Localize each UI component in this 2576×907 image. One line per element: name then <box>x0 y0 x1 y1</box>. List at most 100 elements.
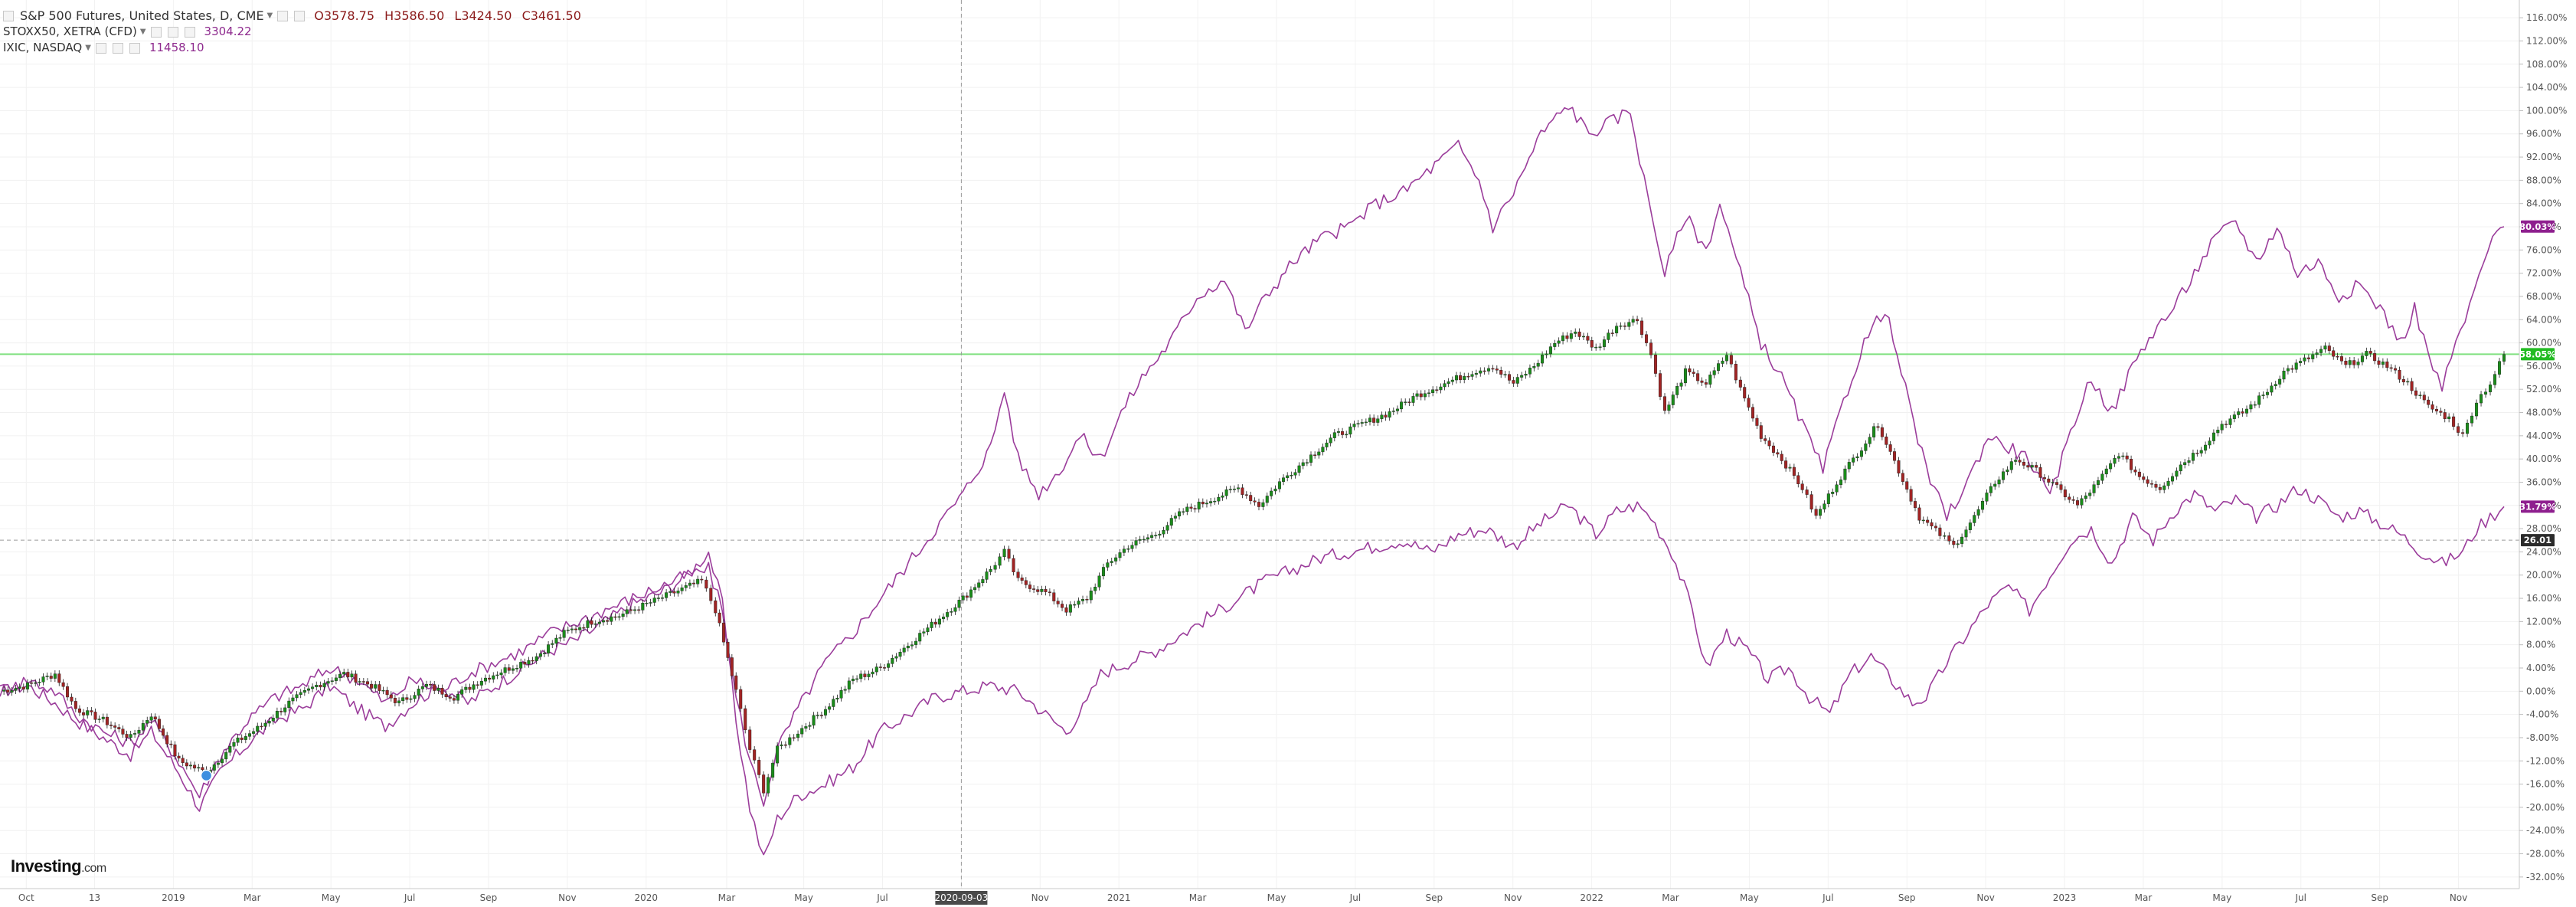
candle-body[interactable] <box>812 715 816 725</box>
candle-body[interactable] <box>2059 484 2063 490</box>
candle-body[interactable] <box>1158 533 1162 535</box>
candle-body[interactable] <box>863 673 867 677</box>
candle-body[interactable] <box>1372 417 1376 423</box>
candle-body[interactable] <box>2146 479 2149 484</box>
candle-body[interactable] <box>1947 535 1951 542</box>
candle-body[interactable] <box>1512 380 1515 384</box>
candle-body[interactable] <box>1594 346 1598 349</box>
settings-icon[interactable] <box>294 10 306 21</box>
candle-body[interactable] <box>221 758 224 764</box>
candle-body[interactable] <box>2498 361 2502 375</box>
candle-body[interactable] <box>1968 522 1972 530</box>
candle-body[interactable] <box>452 698 456 701</box>
candle-body[interactable] <box>260 725 263 728</box>
candle-body[interactable] <box>824 709 828 715</box>
candle-body[interactable] <box>906 646 910 649</box>
candle-body[interactable] <box>1110 561 1113 563</box>
candle-body[interactable] <box>1914 501 1917 509</box>
candle-body[interactable] <box>2030 465 2034 468</box>
candle-body[interactable] <box>2150 483 2154 485</box>
candle-body[interactable] <box>937 618 941 625</box>
candle-body[interactable] <box>2117 456 2120 459</box>
candle-body[interactable] <box>680 588 684 591</box>
candle-body[interactable] <box>2175 470 2179 477</box>
candle-body[interactable] <box>1561 335 1565 342</box>
candle-body[interactable] <box>181 758 185 763</box>
candle-body[interactable] <box>2166 480 2170 486</box>
candle-body[interactable] <box>1321 447 1325 453</box>
candle-body[interactable] <box>252 731 256 734</box>
candle-body[interactable] <box>1675 386 1679 395</box>
candle-body[interactable] <box>228 746 232 753</box>
candle-body[interactable] <box>828 706 832 710</box>
chevron-down-icon[interactable]: ▼ <box>266 11 273 20</box>
candle-body[interactable] <box>669 591 672 593</box>
candle-body[interactable] <box>1309 454 1313 463</box>
candle-body[interactable] <box>1016 571 1020 578</box>
candle-body[interactable] <box>1114 557 1118 562</box>
candle-body[interactable] <box>1439 386 1443 391</box>
candle-body[interactable] <box>346 672 350 678</box>
candle-body[interactable] <box>113 725 117 728</box>
candle-body[interactable] <box>910 644 914 647</box>
candle-body[interactable] <box>193 765 197 769</box>
candle-body[interactable] <box>1880 427 1884 437</box>
candle-body[interactable] <box>714 600 718 614</box>
candle-body[interactable] <box>263 722 267 727</box>
candle-body[interactable] <box>2311 354 2315 359</box>
candle-body[interactable] <box>1388 411 1391 417</box>
candle-body[interactable] <box>621 614 625 617</box>
close-icon[interactable] <box>129 42 140 54</box>
candle-body[interactable] <box>2323 345 2327 350</box>
candle-body[interactable] <box>1395 408 1399 411</box>
candle-body[interactable] <box>1645 334 1649 343</box>
candle-body[interactable] <box>1640 320 1644 335</box>
candle-body[interactable] <box>1659 373 1662 397</box>
candle-body[interactable] <box>185 762 188 767</box>
candle-body[interactable] <box>1909 489 1913 502</box>
candle-body[interactable] <box>6 689 10 693</box>
candle-body[interactable] <box>1348 426 1352 435</box>
candle-body[interactable] <box>1602 339 1606 347</box>
candle-body[interactable] <box>2162 485 2166 490</box>
candle-body[interactable] <box>295 694 299 699</box>
candle-body[interactable] <box>847 680 851 689</box>
candle-body[interactable] <box>977 582 981 588</box>
candle-body[interactable] <box>440 688 444 695</box>
candle-body[interactable] <box>578 627 582 630</box>
candle-body[interactable] <box>2278 378 2282 385</box>
candle-body[interactable] <box>420 686 424 689</box>
candle-body[interactable] <box>656 598 660 599</box>
candle-body[interactable] <box>930 621 933 628</box>
candle-body[interactable] <box>2080 498 2084 506</box>
candle-body[interactable] <box>212 764 216 771</box>
candle-body[interactable] <box>1528 368 1532 375</box>
candle-body[interactable] <box>1771 445 1775 453</box>
candle-body[interactable] <box>2368 351 2372 354</box>
candle-body[interactable] <box>1952 541 1956 545</box>
candle-body[interactable] <box>586 620 590 628</box>
candle-body[interactable] <box>2294 362 2298 370</box>
candle-body[interactable] <box>1577 331 1581 337</box>
candle-body[interactable] <box>839 690 843 699</box>
candle-body[interactable] <box>1631 319 1635 323</box>
candle-body[interactable] <box>1989 486 1992 493</box>
candle-body[interactable] <box>1380 414 1384 419</box>
candle-body[interactable] <box>2100 473 2104 481</box>
candle-body[interactable] <box>1491 368 1495 370</box>
candle-body[interactable] <box>562 630 566 638</box>
candle-body[interactable] <box>1056 601 1060 604</box>
candle-body[interactable] <box>507 667 511 671</box>
candle-body[interactable] <box>1270 490 1273 496</box>
candle-body[interactable] <box>1007 548 1011 559</box>
candle-body[interactable] <box>66 686 70 698</box>
candle-body[interactable] <box>287 700 291 709</box>
candle-body[interactable] <box>1241 487 1244 495</box>
candle-body[interactable] <box>177 755 181 758</box>
candle-body[interactable] <box>2282 371 2286 380</box>
candle-body[interactable] <box>129 734 132 738</box>
candle-body[interactable] <box>2265 391 2269 395</box>
candle-body[interactable] <box>361 681 365 683</box>
candle-body[interactable] <box>950 611 953 613</box>
candle-body[interactable] <box>851 679 855 682</box>
